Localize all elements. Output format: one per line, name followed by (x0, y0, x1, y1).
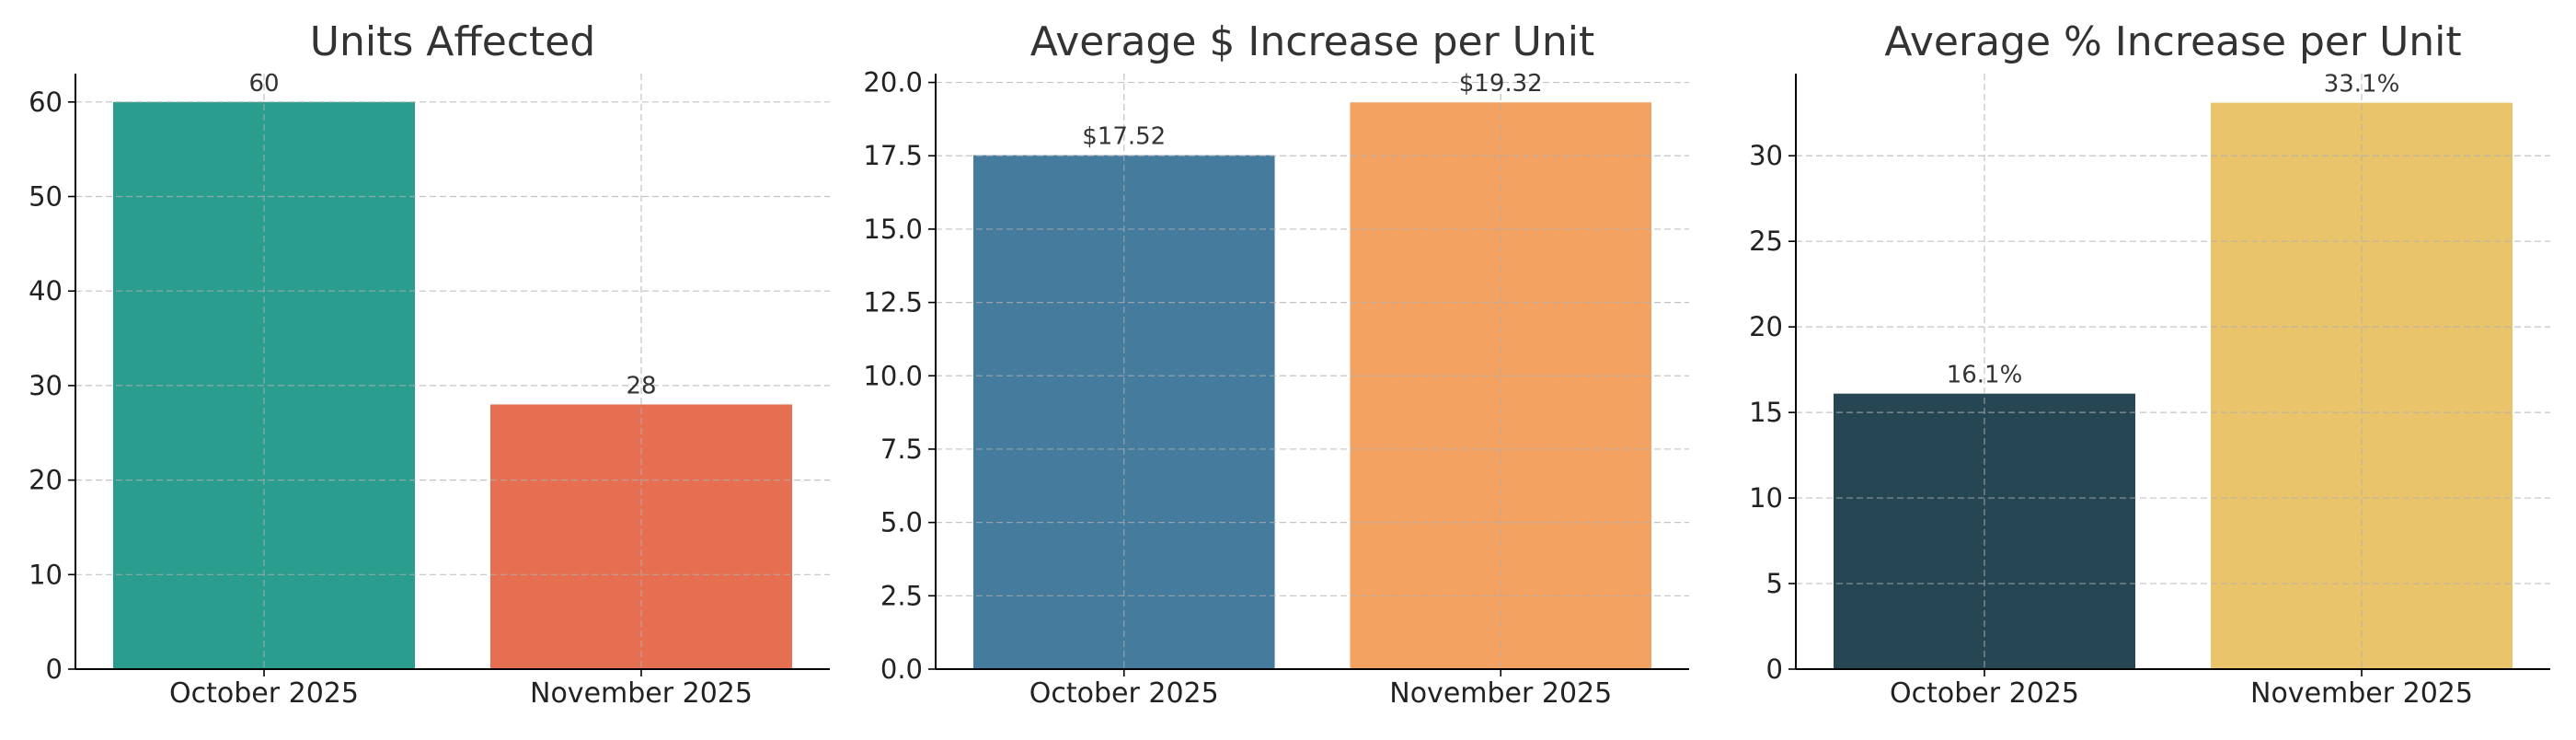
y-tick-label: 0 (46, 653, 63, 685)
y-tick-label: 5.0 (880, 507, 923, 538)
y-tick-label: 20 (29, 465, 63, 496)
y-tick-label: 2.5 (880, 580, 923, 611)
chart-title: Units Affected (310, 18, 595, 65)
x-tick-label: October 2025 (1029, 677, 1219, 710)
x-tick-label: November 2025 (1389, 677, 1612, 710)
chart-panel-3: 0 5 10 15 20 25 30 October 2025 November 2025 16.… (1749, 18, 2550, 710)
y-tick-label: 30 (1749, 140, 1783, 171)
data-label: $17.52 (1082, 123, 1166, 151)
x-tick-label: November 2025 (530, 677, 753, 710)
x-tick-label: October 2025 (169, 677, 359, 710)
data-label: 16.1% (1947, 362, 2023, 389)
y-tick-label: 60 (29, 87, 63, 118)
x-tick-label: November 2025 (2250, 677, 2473, 710)
data-label: $19.32 (1459, 70, 1543, 98)
data-label: 33.1% (2324, 71, 2400, 98)
y-tick-label: 5 (1766, 568, 1783, 599)
y-tick-label: 30 (29, 370, 63, 401)
chart-title: Average % Increase per Unit (1884, 18, 2461, 65)
y-tick-label: 20 (1749, 311, 1783, 342)
y-tick-label: 10 (1749, 482, 1783, 514)
y-tick-label: 40 (29, 275, 63, 306)
y-tick-label: 10.0 (863, 360, 923, 391)
y-tick-label: 10 (29, 559, 63, 590)
y-tick-label: 12.5 (863, 287, 923, 318)
y-tick-label: 7.5 (880, 434, 923, 465)
chart-panel-2: 0.0 2.5 5.0 7.5 10.0 12.5 15.0 17.5 20.0 October … (863, 18, 1689, 710)
chart-panel-1: 0 10 20 30 40 50 60 October 2025 November 2025 60… (29, 18, 830, 710)
y-tick-label: 15 (1749, 397, 1783, 428)
y-tick-label: 50 (29, 181, 63, 213)
y-tick-label: 0 (1766, 653, 1783, 685)
y-tick-label: 20.0 (863, 67, 923, 98)
y-tick-label: 25 (1749, 225, 1783, 257)
chart-title: Average $ Increase per Unit (1030, 18, 1595, 65)
y-tick-label: 15.0 (863, 214, 923, 245)
data-label: 28 (626, 372, 656, 399)
y-tick-label: 0.0 (880, 653, 923, 685)
x-tick-label: October 2025 (1890, 677, 2079, 710)
data-label: 60 (248, 70, 279, 98)
y-tick-label: 17.5 (863, 140, 923, 171)
